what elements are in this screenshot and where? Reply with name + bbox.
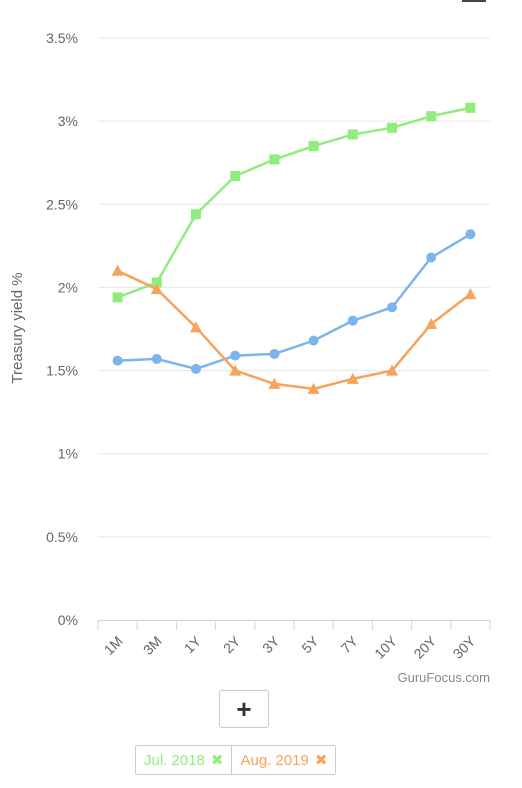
x-tick-label: 1M xyxy=(101,633,126,658)
data-point xyxy=(111,264,124,276)
credit-label[interactable]: GuruFocus.com xyxy=(398,670,490,685)
data-point xyxy=(229,364,242,376)
yield-curve-chart: 0%0.5%1%1.5%2%2.5%3%3.5% 1M 3M 1Y 2Y 3Y 5Y 7Y 1… xyxy=(9,30,491,685)
legend: Jul. 2018 ✖ Aug. 2019 ✖ xyxy=(135,745,337,775)
x-tick-label: 10Y xyxy=(371,632,400,661)
data-point xyxy=(150,283,163,295)
x-tick-label: 5Y xyxy=(298,632,322,656)
data-point xyxy=(307,382,320,394)
y-tick-label: 3.5% xyxy=(46,30,78,46)
remove-aug-2019-icon[interactable]: ✖ xyxy=(314,752,328,769)
data-point xyxy=(347,315,358,326)
data-point xyxy=(151,277,162,288)
data-point xyxy=(230,350,241,361)
series-group xyxy=(111,102,477,394)
y-axis-ticks: 0% 0.5% 1% 1.5% 2% 2.5% 3% 3.5% xyxy=(46,30,78,628)
data-point xyxy=(112,355,123,366)
legend-label-aug-2019: Aug. 2019 xyxy=(240,751,309,769)
y-tick-label: 1.5% xyxy=(46,363,78,379)
data-point xyxy=(191,363,201,374)
grid-lines xyxy=(98,37,490,538)
x-axis xyxy=(97,620,491,630)
x-tick-label: 3M xyxy=(140,633,165,658)
data-point xyxy=(230,171,241,182)
data-point xyxy=(347,129,358,140)
data-point xyxy=(268,377,281,389)
remove-jul-2018-icon[interactable]: ✖ xyxy=(210,752,224,769)
data-point xyxy=(464,288,477,300)
x-tick-label: 7Y xyxy=(337,632,361,656)
data-point xyxy=(386,364,398,376)
data-point xyxy=(426,252,437,263)
x-tick-label: 30Y xyxy=(450,632,479,661)
data-point xyxy=(387,302,397,313)
x-axis-ticks: 1M 3M 1Y 2Y 3Y 5Y 7Y 10Y 20Y 30Y xyxy=(101,632,479,661)
data-point xyxy=(465,229,476,240)
menu-handle-icon[interactable] xyxy=(462,0,486,2)
data-point xyxy=(190,321,202,333)
data-point xyxy=(465,102,476,113)
series-line-0 xyxy=(117,233,472,371)
y-tick-label: 0% xyxy=(58,612,78,628)
y-tick-label: 0.5% xyxy=(46,529,78,545)
y-tick-label: 2.5% xyxy=(46,196,78,212)
legend-label-jul-2018: Jul. 2018 xyxy=(144,751,205,769)
legend-item-aug-2019[interactable]: Aug. 2019 ✖ xyxy=(231,746,335,774)
data-point xyxy=(269,348,280,359)
x-tick-label: 3Y xyxy=(259,632,283,656)
add-series-button[interactable]: + xyxy=(219,690,269,728)
series-line-2 xyxy=(117,269,472,391)
data-point xyxy=(191,209,201,220)
y-tick-label: 3% xyxy=(58,113,78,129)
data-point xyxy=(425,318,438,330)
data-point xyxy=(308,141,319,152)
x-tick-label: 2Y xyxy=(220,632,244,656)
y-tick-label: 1% xyxy=(58,446,78,462)
data-point xyxy=(112,292,123,303)
data-point xyxy=(151,353,162,364)
y-axis-label: Treasury yield % xyxy=(9,272,26,383)
x-tick-label: 1Y xyxy=(181,632,205,656)
x-tick-label: 20Y xyxy=(410,632,439,661)
legend-item-jul-2018[interactable]: Jul. 2018 ✖ xyxy=(136,746,231,774)
data-point xyxy=(308,335,319,346)
y-tick-label: 2% xyxy=(58,279,78,295)
data-point xyxy=(346,372,359,384)
data-point xyxy=(269,154,280,165)
data-point xyxy=(426,111,437,122)
data-point xyxy=(387,122,397,133)
series-line-1 xyxy=(117,106,471,299)
